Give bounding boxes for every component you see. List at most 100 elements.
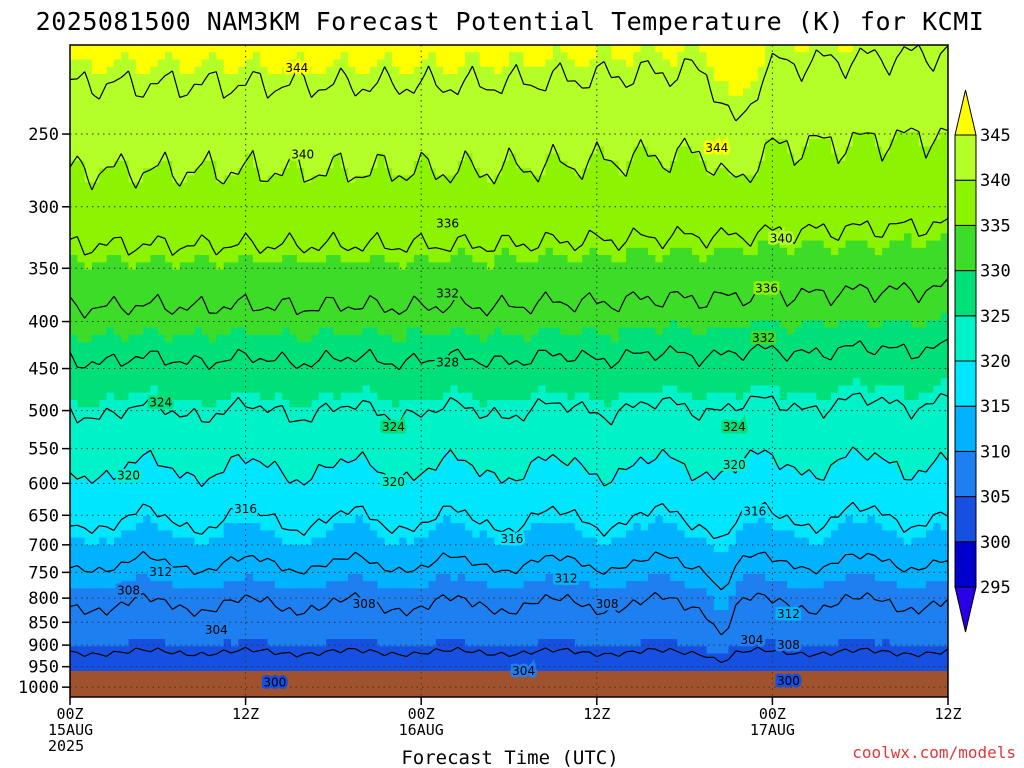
contour-fill-cell — [750, 81, 948, 90]
contour-fill-cell — [340, 392, 378, 401]
contour-fill-cell — [333, 153, 342, 162]
contour-fill-cell — [669, 247, 693, 256]
contour-fill-cell — [911, 240, 927, 249]
contour-fill-cell — [223, 465, 283, 474]
contour-fill-cell — [326, 581, 378, 589]
contour-fill-cell — [743, 392, 781, 401]
contour-fill-cell — [691, 392, 708, 401]
credit-text: coolwx.com/models — [852, 743, 1016, 762]
contour-fill-cell — [765, 59, 948, 68]
y-axis: 250 300 350 400 450 500 550 600 650 700 750 800 850 9… — [18, 125, 70, 698]
contour-fill-cell — [267, 175, 305, 184]
contour-fill-cell — [113, 59, 137, 68]
contour-fill-cell — [626, 465, 686, 474]
contour-fill-cell — [640, 45, 656, 53]
y-tick-label: 800 — [28, 589, 59, 609]
contour-fill-cell — [552, 45, 561, 53]
contour-fill-cell — [655, 515, 664, 524]
contour-fill-cell — [245, 573, 254, 582]
contour-label: 316 — [234, 502, 257, 516]
contour-fill-cell — [340, 255, 371, 263]
contour-fill-cell — [348, 52, 386, 61]
contour-fill-cell — [326, 639, 378, 647]
contour-fill-cell — [538, 639, 576, 647]
contour-fill-cell — [472, 392, 532, 401]
contour-fill-cell — [516, 255, 539, 263]
contour-line-340 — [70, 127, 948, 191]
y-tick-label: 650 — [28, 506, 59, 526]
contour-fill-cell — [816, 472, 825, 481]
contour-fill-cell — [779, 392, 788, 401]
contour-fill-cell — [494, 262, 948, 271]
contour-fill-cell — [648, 573, 671, 582]
contour-fill-cell — [304, 168, 327, 176]
contour-fill-cell — [823, 240, 847, 249]
contour-fill-cell — [582, 530, 627, 539]
contour-fill-cell — [765, 139, 788, 148]
x-tick-label: 2025 — [48, 737, 84, 755]
contour-fill-cell — [245, 160, 254, 169]
contour-fill-cell — [596, 247, 627, 256]
contour-fill-cell — [260, 59, 291, 68]
contour-fill-cell — [633, 457, 678, 466]
contour-fill-cell — [377, 160, 386, 169]
contour-fill-cell — [70, 146, 598, 155]
contour-fill-cell — [523, 52, 554, 61]
contour-fill-cell — [201, 160, 217, 169]
contour-fill-cell — [179, 59, 203, 68]
y-tick-label: 1000 — [18, 678, 59, 698]
contour-label: 340 — [291, 147, 314, 161]
contour-fill-cell — [589, 153, 605, 162]
contour-fill-cell — [165, 52, 174, 61]
contour-fill-cell — [311, 334, 393, 343]
colorbar-swatch — [954, 224, 977, 272]
contour-fill-cell — [450, 327, 466, 336]
contour-fill-cell — [574, 573, 649, 582]
contour-fill-cell — [691, 247, 715, 256]
contour-fill-cell — [501, 247, 510, 256]
contour-fill-cell — [889, 139, 920, 148]
contour-fill-cell — [765, 146, 788, 155]
contour-fill-cell — [926, 465, 948, 474]
contour-fill-cell — [904, 392, 920, 401]
contour-label: 316 — [500, 532, 523, 546]
contour-fill-cell — [209, 255, 239, 263]
contour-fill-cell — [735, 588, 948, 597]
contour-fill-cell — [172, 530, 225, 539]
contour-fill-cell — [757, 240, 781, 249]
contour-fill-cell — [230, 639, 239, 647]
contour-fill-cell — [428, 530, 474, 539]
contour-fill-cell — [143, 327, 159, 336]
colorbar-label: 305 — [980, 488, 1011, 508]
contour-fill-cell — [150, 515, 356, 524]
contour-fill-cell — [70, 269, 948, 278]
contour-fill-cell — [523, 472, 598, 481]
contour-fill-cell — [845, 153, 948, 162]
x-tick-label: 12Z — [934, 705, 961, 723]
contour-fill-cell — [135, 59, 159, 68]
contour-fill-cell — [604, 153, 634, 162]
contour-fill-cell — [867, 240, 891, 249]
contour-fill-cell — [530, 392, 569, 401]
contour-fill-cell — [648, 146, 678, 155]
contour-fill-cell — [326, 168, 349, 176]
contour-fill-cell — [626, 581, 686, 589]
contour-fill-cell — [121, 530, 174, 539]
contour-fill-cell — [157, 59, 181, 68]
contour-fill-cell — [230, 327, 247, 336]
contour-fill-cell — [70, 595, 715, 604]
contour-fill-cell — [274, 581, 327, 589]
contour-fill-cell — [172, 465, 225, 474]
contour-fill-cell — [150, 255, 166, 263]
contour-fill-cell — [465, 457, 532, 466]
contour-fill-cell — [465, 523, 532, 531]
contour-label: 332 — [436, 287, 459, 301]
contour-fill-cell — [874, 515, 948, 524]
contour-fill-cell — [70, 45, 554, 53]
contour-fill-cell — [874, 247, 883, 256]
contour-fill-cell — [457, 573, 466, 582]
contour-fill-cell — [743, 88, 948, 97]
contour-fill-cell — [99, 175, 130, 184]
contour-fill-cell — [70, 371, 948, 379]
